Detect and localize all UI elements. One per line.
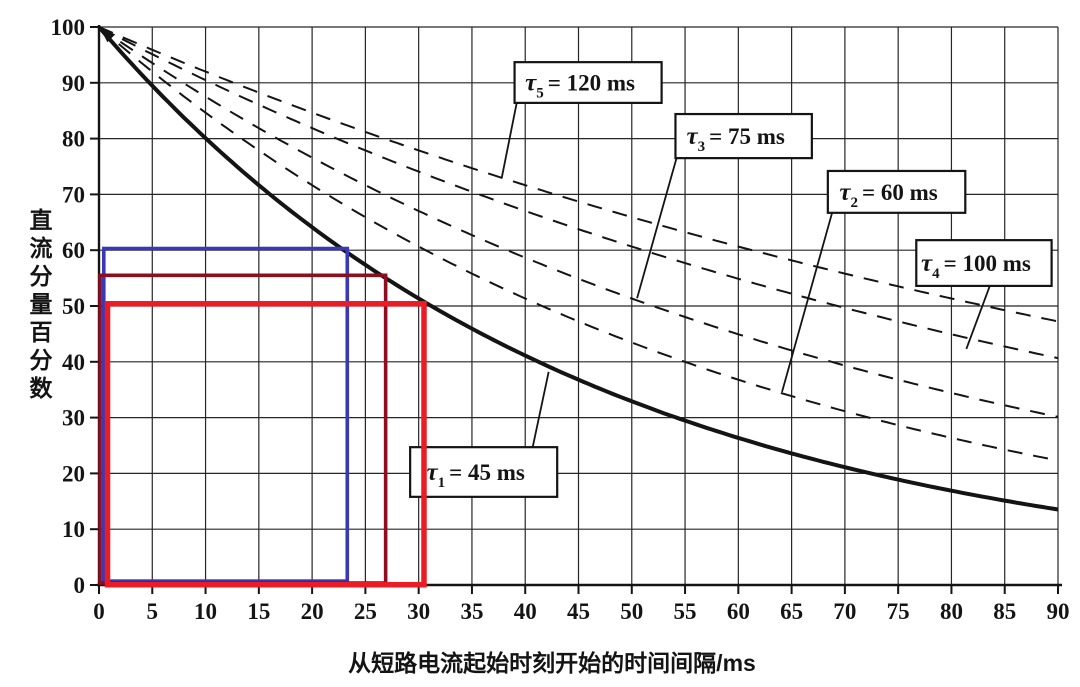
tau2-label-text: τ2 = 60 ms	[839, 179, 937, 211]
tau3-label-text: τ3 = 75 ms	[686, 123, 784, 155]
y-tick-label: 90	[62, 71, 85, 96]
blue-rectangle	[101, 246, 350, 583]
y-axis-title: 直流分量百分数	[26, 208, 52, 404]
origin-arrowhead	[100, 28, 116, 43]
tau5-label-group: τ5 = 120 ms	[500, 61, 663, 178]
ticks	[90, 26, 1059, 594]
x-tick-label: 10	[194, 599, 217, 624]
tau3-label-group: τ3 = 75 ms	[636, 112, 813, 299]
curve-tau5	[98, 26, 1059, 323]
curve-tau4	[98, 26, 1059, 360]
x-tick-label: 45	[567, 599, 590, 624]
tau4-label-box	[915, 239, 1053, 288]
y-tick-label: 40	[62, 350, 85, 375]
y-tick-label: 50	[62, 294, 85, 319]
curve-tau3	[98, 26, 1059, 418]
tau3-label-box	[674, 112, 813, 160]
tau3-label-leader-line	[636, 157, 678, 299]
x-tick-label: 55	[674, 599, 697, 624]
tau5-label-text: τ5 = 120 ms	[525, 70, 635, 102]
y-tick-label: 20	[62, 461, 85, 486]
y-tick-label: 0	[74, 573, 86, 598]
x-tick-label: 40	[514, 599, 537, 624]
x-tick-label: 65	[780, 599, 803, 624]
x-tick-label: 90	[1047, 599, 1070, 624]
red-rectangle	[104, 301, 427, 588]
tau5-label-leader-line	[500, 102, 518, 178]
tau4-label-group: τ4 = 100 ms	[915, 239, 1053, 350]
tau1-label-leader-line	[531, 371, 550, 448]
x-tick-label: 35	[460, 599, 483, 624]
tau1-label-text: τ1 = 45 ms	[427, 459, 525, 491]
tau2-label-leader-line	[781, 212, 833, 393]
x-tick-label: 75	[887, 599, 910, 624]
tau1-label-box	[409, 446, 559, 498]
curves	[97, 25, 1059, 512]
x-tick-label: 50	[620, 599, 643, 624]
y-tick-label: 100	[51, 15, 86, 40]
x-tick-label: 70	[833, 599, 856, 624]
tau2-label-box	[826, 169, 967, 214]
x-axis-title: 从短路电流起始时刻开始的时间间隔/ms	[348, 650, 756, 676]
tau4-label-leader-line	[965, 285, 991, 350]
x-tick-label: 25	[354, 599, 377, 624]
x-tick-label: 60	[727, 599, 750, 624]
tau2-label-group: τ2 = 60 ms	[781, 169, 967, 393]
x-tick-label: 5	[147, 599, 159, 624]
x-tick-label: 15	[247, 599, 270, 624]
x-tick-label: 20	[301, 599, 324, 624]
tau1-label-group: τ1 = 45 ms	[409, 371, 559, 498]
y-tick-label: 60	[62, 238, 85, 263]
curve-tau1	[97, 25, 1059, 512]
x-tick-label: 80	[940, 599, 963, 624]
y-tick-label: 80	[62, 127, 85, 152]
tau4-label-text: τ4 = 100 ms	[921, 250, 1031, 282]
dark-red-rectangle	[98, 273, 388, 585]
y-tick-label: 70	[62, 182, 85, 207]
tau5-label-box	[513, 61, 663, 104]
tick-labels: 0 5 10 15 20 25 30 35 40 45 50 55 60 65 70 75 80 85 90 0 10 2…	[51, 15, 1070, 624]
x-tick-label: 85	[993, 599, 1016, 624]
y-tick-label: 10	[62, 517, 85, 542]
x-tick-label: 30	[407, 599, 430, 624]
y-tick-label: 30	[62, 406, 85, 431]
x-tick-label: 0	[93, 599, 105, 624]
